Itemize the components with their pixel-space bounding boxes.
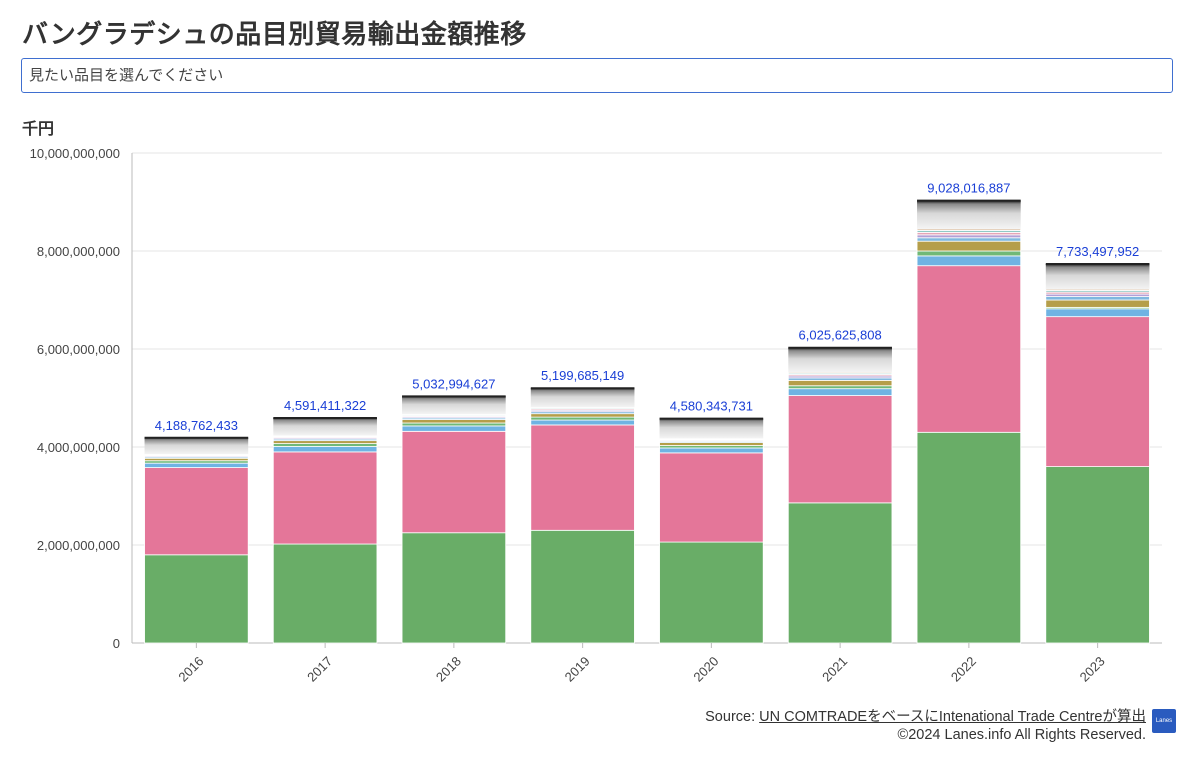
bar-segment-others-2017[interactable]	[273, 418, 377, 436]
bar-segment-series-6-2023[interactable]	[1045, 296, 1150, 301]
bar-segment-series-3-2016[interactable]	[144, 462, 249, 468]
y-tick-label: 2,000,000,000	[37, 538, 120, 553]
x-tick-label-2017: 2017	[304, 654, 335, 685]
x-tick-label-2023: 2023	[1077, 654, 1108, 685]
bar-segment-series-3-2023[interactable]	[1045, 308, 1150, 318]
bar-segment-series-2-2021[interactable]	[787, 395, 893, 504]
bar-segment-series-10-2021[interactable]	[787, 371, 893, 374]
item-search-input[interactable]	[21, 58, 1173, 93]
bar-segment-others-2020[interactable]	[659, 418, 764, 439]
y-axis-unit-label: 千円	[22, 120, 54, 138]
total-label-2022: 9,028,016,887	[927, 181, 1010, 196]
total-label-2017: 4,591,411,322	[284, 398, 366, 413]
bar-segment-series-2-2023[interactable]	[1045, 316, 1150, 468]
bar-segment-series-1-2022[interactable]	[916, 431, 1022, 644]
bar-segment-others-2021[interactable]	[788, 347, 892, 373]
copyright: ©2024 Lanes.info All Rights Reserved.	[897, 727, 1146, 743]
page-title: バングラデシュの品目別貿易輸出金額推移	[22, 19, 527, 49]
bar-segment-series-5-2017[interactable]	[272, 440, 378, 444]
bar-segment-series-5-2020[interactable]	[659, 442, 764, 446]
total-label-2018: 5,032,994,627	[412, 376, 495, 391]
bar-segment-series-3-2022[interactable]	[916, 255, 1022, 267]
y-tick-label: 8,000,000,000	[37, 244, 120, 259]
source-link[interactable]: UN COMTRADEをベースにIntenational Trade Centr…	[759, 709, 1146, 725]
bar-segment-series-1-2016[interactable]	[144, 554, 249, 644]
bar-segment-series-10-2019[interactable]	[530, 406, 635, 409]
bar-segment-series-10-2017[interactable]	[272, 435, 378, 437]
bar-segment-others-2023[interactable]	[1045, 264, 1150, 290]
bar-segment-series-2-2019[interactable]	[530, 424, 635, 531]
bar-segment-series-1-2020[interactable]	[659, 541, 764, 644]
total-label-2019: 5,199,685,149	[541, 368, 624, 383]
bar-segment-series-2-2016[interactable]	[144, 467, 249, 556]
x-tick-label-2020: 2020	[690, 654, 721, 685]
bar-segment-series-1-2017[interactable]	[272, 543, 378, 644]
bar-segment-series-3-2017[interactable]	[272, 446, 378, 453]
bar-segment-series-5-2018[interactable]	[401, 419, 507, 424]
bar-segment-series-3-2018[interactable]	[401, 425, 507, 432]
bar-segment-others-2018[interactable]	[402, 396, 506, 415]
bar-segment-series-5-2021[interactable]	[787, 379, 893, 387]
bar-segment-series-6-2022[interactable]	[916, 237, 1022, 242]
bar-segment-series-4-2021[interactable]	[787, 385, 893, 390]
bar-segment-series-3-2020[interactable]	[659, 447, 764, 454]
bar-segment-series-3-2019[interactable]	[530, 419, 635, 426]
total-label-2016: 4,188,762,433	[155, 418, 238, 433]
bar-segment-series-1-2019[interactable]	[530, 529, 635, 644]
y-tick-label: 4,000,000,000	[37, 440, 120, 455]
bar-segment-series-2-2022[interactable]	[916, 265, 1022, 433]
bar-segment-series-1-2018[interactable]	[401, 532, 507, 644]
x-tick-label-2016: 2016	[175, 654, 206, 685]
bar-segment-series-3-2021[interactable]	[787, 388, 893, 396]
bar-segment-series-4-2022[interactable]	[916, 250, 1022, 257]
x-tick-label-2022: 2022	[948, 654, 979, 685]
x-tick-label-2021: 2021	[819, 654, 850, 685]
bar-segment-series-5-2022[interactable]	[916, 240, 1022, 252]
source-note: Source: UN COMTRADEをベースにIntenational Tra…	[705, 705, 1146, 726]
total-label-2023: 7,733,497,952	[1056, 244, 1139, 259]
bar-segment-others-2016[interactable]	[144, 437, 249, 455]
total-label-2020: 4,580,343,731	[670, 399, 753, 414]
bar-segment-series-5-2019[interactable]	[530, 413, 635, 418]
bar-segment-series-4-2017[interactable]	[272, 443, 378, 447]
y-tick-label: 6,000,000,000	[37, 342, 120, 357]
total-label-2021: 6,025,625,808	[799, 328, 882, 343]
stacked-bar-chart: 千円 0 2,000,000,000 4,000,000,000 6,000,000,…	[22, 120, 1162, 685]
bar-segment-series-10-2018[interactable]	[401, 413, 507, 416]
bar-segment-series-7-2022[interactable]	[916, 234, 1022, 239]
bar-segment-series-2-2020[interactable]	[659, 452, 764, 543]
y-tick-label: 10,000,000,000	[30, 146, 120, 161]
bar-segment-series-2-2017[interactable]	[272, 451, 378, 545]
bar-segment-series-4-2019[interactable]	[530, 416, 635, 421]
bar-segment-others-2019[interactable]	[530, 388, 635, 408]
bar-segment-series-1-2021[interactable]	[787, 502, 893, 644]
source-prefix: Source:	[705, 709, 760, 725]
bar-segment-series-1-2023[interactable]	[1045, 466, 1150, 644]
bar-segment-series-10-2023[interactable]	[1045, 288, 1150, 291]
bar-segment-others-2022[interactable]	[917, 200, 1021, 229]
bar-segment-series-2-2018[interactable]	[401, 430, 507, 534]
bar-segment-series-5-2023[interactable]	[1045, 299, 1150, 308]
bar-segment-series-10-2022[interactable]	[916, 228, 1022, 231]
lanes-logo[interactable]: Lanes	[1152, 709, 1176, 733]
x-tick-label-2018: 2018	[433, 654, 464, 685]
y-tick-label: 0	[113, 636, 120, 651]
bar-segment-series-4-2018[interactable]	[401, 422, 507, 427]
x-tick-label-2019: 2019	[562, 654, 593, 685]
